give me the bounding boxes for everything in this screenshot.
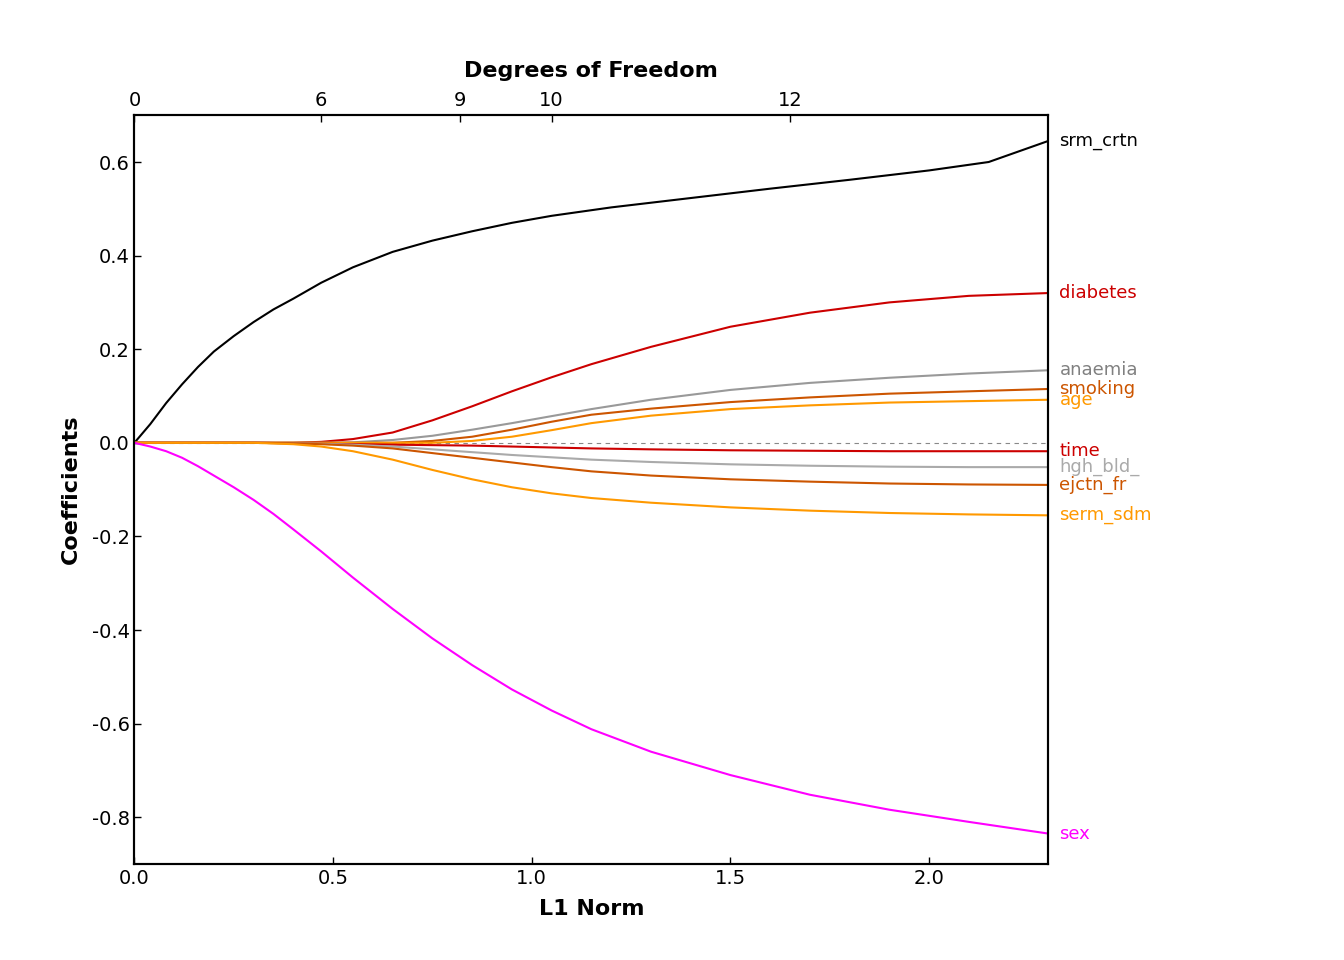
Text: diabetes: diabetes [1059,284,1137,302]
Text: age: age [1059,391,1093,409]
Text: time: time [1059,443,1101,460]
Text: sex: sex [1059,825,1090,843]
Text: ejctn_fr: ejctn_fr [1059,476,1126,494]
X-axis label: Degrees of Freedom: Degrees of Freedom [465,61,718,82]
X-axis label: L1 Norm: L1 Norm [539,899,644,919]
Y-axis label: Coefficients: Coefficients [60,415,81,564]
Text: hgh_bld_: hgh_bld_ [1059,458,1140,476]
Text: srm_crtn: srm_crtn [1059,132,1138,150]
Text: anaemia: anaemia [1059,361,1138,379]
Text: serm_sdm: serm_sdm [1059,506,1152,524]
Text: smoking: smoking [1059,380,1136,398]
